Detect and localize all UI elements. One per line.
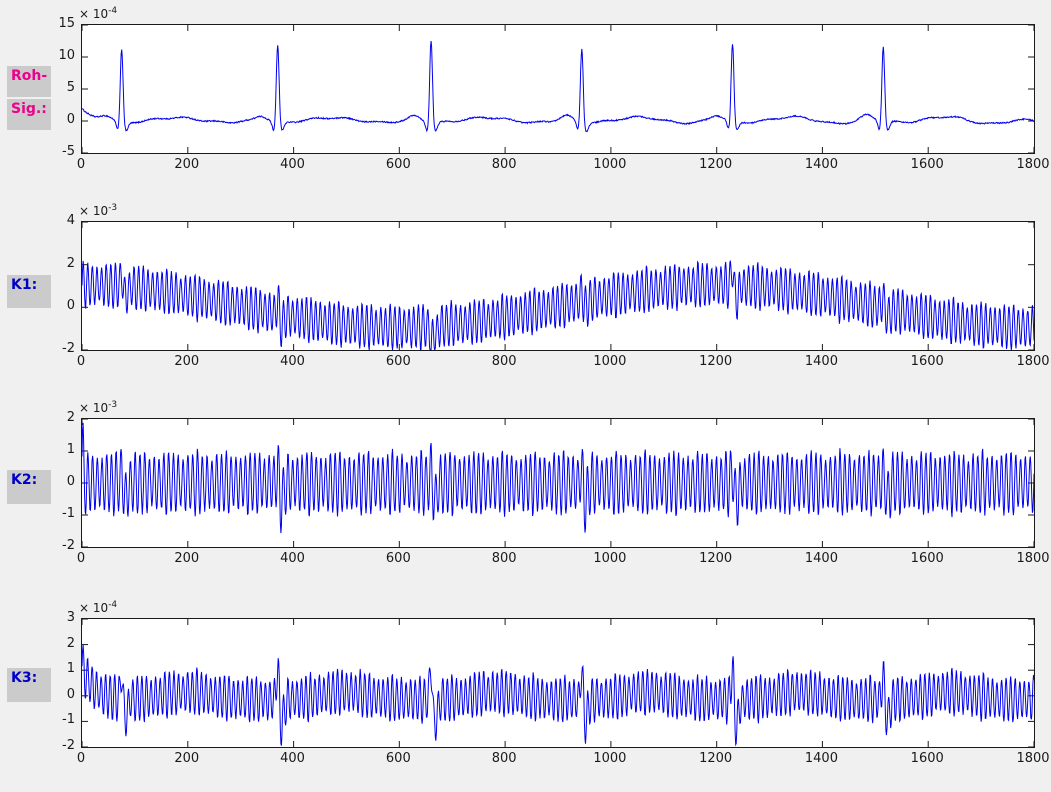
axes-box	[81, 221, 1035, 351]
x-tick-label: 800	[491, 354, 517, 369]
plot-k1: × 10-3 0 200 400 600 800 1000 1200 1400 1600 1800…	[62, 203, 1050, 369]
x-tick-label: 1400	[804, 751, 838, 766]
y-exponent-label: × 10-3	[79, 400, 117, 415]
x-tick-label: 1400	[804, 157, 838, 172]
x-tick-label: 1400	[804, 354, 838, 369]
x-tick-label: 800	[491, 157, 517, 172]
y-tick-label: -1	[62, 712, 75, 728]
exponent-base: × 10	[79, 601, 109, 615]
x-tick-label: 0	[76, 751, 86, 766]
y-tick-label: -2	[62, 341, 75, 356]
y-tick-label: 10	[58, 48, 75, 63]
y-exponent-label: × 10-4	[79, 6, 117, 21]
x-tick-label: 1800	[1016, 354, 1050, 369]
x-tick-label: 400	[280, 157, 305, 172]
y-tick-label: -5	[62, 144, 75, 159]
plot-k3: × 10-4 0 200 400 600 800 1000 1200 1400 1600 1800…	[62, 600, 1050, 766]
x-tick-label: 200	[174, 354, 200, 369]
plot-k2: × 10-3 0 200 400 600 800 1000 1200 1400 1600 1800…	[62, 400, 1050, 566]
axes-box	[81, 418, 1035, 548]
x-tick-label: 600	[385, 354, 411, 369]
x-tick-label: 1600	[910, 751, 944, 766]
y-tick-label: -2	[62, 738, 75, 753]
row-label-roh-line2: Sig.:	[7, 99, 51, 130]
x-tick-label: 600	[385, 551, 411, 566]
signal-trace	[82, 222, 1034, 350]
exponent-power: -4	[108, 600, 118, 610]
y-tick-label: -1	[62, 506, 75, 521]
signal-trace	[82, 419, 1034, 547]
y-tick-label: 2	[66, 255, 75, 271]
x-tick-label: 0	[76, 354, 86, 369]
y-exponent-label: × 10-3	[79, 203, 117, 218]
x-tick-label: 1800	[1016, 157, 1050, 172]
y-tick-label: 5	[66, 80, 75, 95]
y-tick-label: 0	[66, 474, 75, 489]
x-tick-label: 1000	[593, 157, 627, 172]
x-tick-label: 1200	[699, 354, 733, 369]
exponent-power: -3	[108, 203, 118, 213]
y-tick-label: 2	[66, 635, 75, 651]
exponent-power: -3	[108, 400, 118, 410]
signal-trace	[82, 619, 1034, 747]
x-tick-label: 1600	[910, 157, 944, 172]
x-tick-label: 400	[280, 354, 305, 369]
exponent-power: -4	[108, 6, 118, 16]
row-label-roh-line1: Roh-	[7, 66, 51, 97]
x-tick-label: 1000	[593, 751, 627, 766]
x-tick-label: 0	[76, 551, 86, 566]
axes-box	[81, 618, 1035, 748]
x-tick-label: 1000	[593, 354, 627, 369]
row-label-k1: K1:	[7, 275, 51, 308]
x-tick-label: 800	[491, 551, 517, 566]
y-tick-label: -2	[62, 538, 75, 553]
y-exponent-label: × 10-4	[79, 600, 117, 615]
x-tick-label: 600	[385, 751, 411, 766]
y-tick-label: 4	[66, 213, 75, 228]
x-tick-label: 1200	[699, 751, 733, 766]
x-tick-label: 1600	[910, 354, 944, 369]
axes-box	[81, 24, 1035, 154]
x-tick-label: 1600	[910, 551, 944, 566]
x-tick-label: 800	[491, 751, 517, 766]
row-label-k3: K3:	[7, 668, 51, 702]
x-tick-label: 200	[174, 751, 200, 766]
x-tick-label: 200	[174, 551, 200, 566]
x-tick-label: 200	[174, 157, 200, 172]
exponent-base: × 10	[79, 204, 109, 218]
y-tick-label: 15	[58, 16, 75, 31]
y-tick-label: 0	[66, 686, 75, 702]
x-tick-label: 1200	[699, 551, 733, 566]
exponent-base: × 10	[79, 401, 109, 415]
plot-roh-signal: × 10-4 0 200 400 600 800 1000 1200 1400 1600 1800…	[58, 6, 1049, 172]
exponent-base: × 10	[79, 7, 109, 21]
x-tick-label: 1200	[699, 157, 733, 172]
x-tick-label: 1400	[804, 551, 838, 566]
x-tick-label: 1800	[1016, 551, 1050, 566]
y-tick-label: 2	[66, 410, 75, 425]
y-tick-label: 1	[66, 661, 75, 677]
row-label-k2: K2:	[7, 470, 51, 504]
y-tick-label: 0	[66, 298, 75, 314]
x-tick-label: 1800	[1016, 751, 1050, 766]
x-tick-label: 400	[280, 551, 305, 566]
x-tick-label: 400	[280, 751, 305, 766]
y-tick-label: 0	[66, 112, 75, 127]
x-tick-label: 600	[385, 157, 411, 172]
y-tick-label: 1	[66, 442, 75, 457]
x-tick-label: 1000	[593, 551, 627, 566]
y-tick-label: 3	[66, 610, 75, 625]
signal-trace	[82, 25, 1034, 153]
x-tick-label: 0	[76, 157, 86, 172]
